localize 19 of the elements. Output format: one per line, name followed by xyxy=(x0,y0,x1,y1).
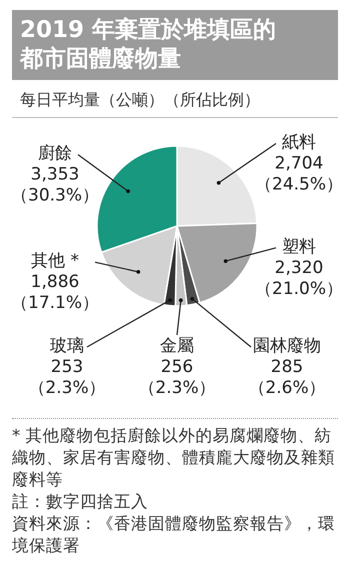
slice-label: 廚餘 xyxy=(38,144,72,164)
data-label: 3,353 （30.3%） xyxy=(10,164,100,206)
slice-label: 金屬 xyxy=(160,336,194,356)
chart-subtitle: 每日平均量（公噸）（所佔比例） xyxy=(12,86,338,118)
data-label: 256 （2.3%） xyxy=(138,357,216,398)
data-label: 285 （2.6%） xyxy=(248,357,326,398)
chart-title: 2019 年棄置於堆填區的都市固體廢物量 xyxy=(12,10,338,80)
slice-label: 塑料 xyxy=(282,236,316,257)
text: * 其他廢物包括廚餘以外的易腐爛廢物、紡織物、家居有害廢物、體積龐大廢物及雜類廢料等 xyxy=(12,425,336,491)
slice-label: 園林廢物 xyxy=(253,336,321,356)
slice-label: 其他 * xyxy=(31,251,79,272)
data-label: 1,886 （17.1%） xyxy=(10,272,100,314)
data-label: 253 （2.3%） xyxy=(28,357,106,398)
text: 註：數字四捨五入 xyxy=(12,491,149,513)
source-note: 資料來源：《香港固體廢物監察報告》，環境保護署 xyxy=(12,513,336,557)
slice-label: 玻璃 xyxy=(50,336,84,356)
data-label: 2,704 （24.5%） xyxy=(254,153,344,194)
data-label: 2,320 （21.0%） xyxy=(254,258,344,299)
slice-label: 紙料 xyxy=(282,132,316,152)
